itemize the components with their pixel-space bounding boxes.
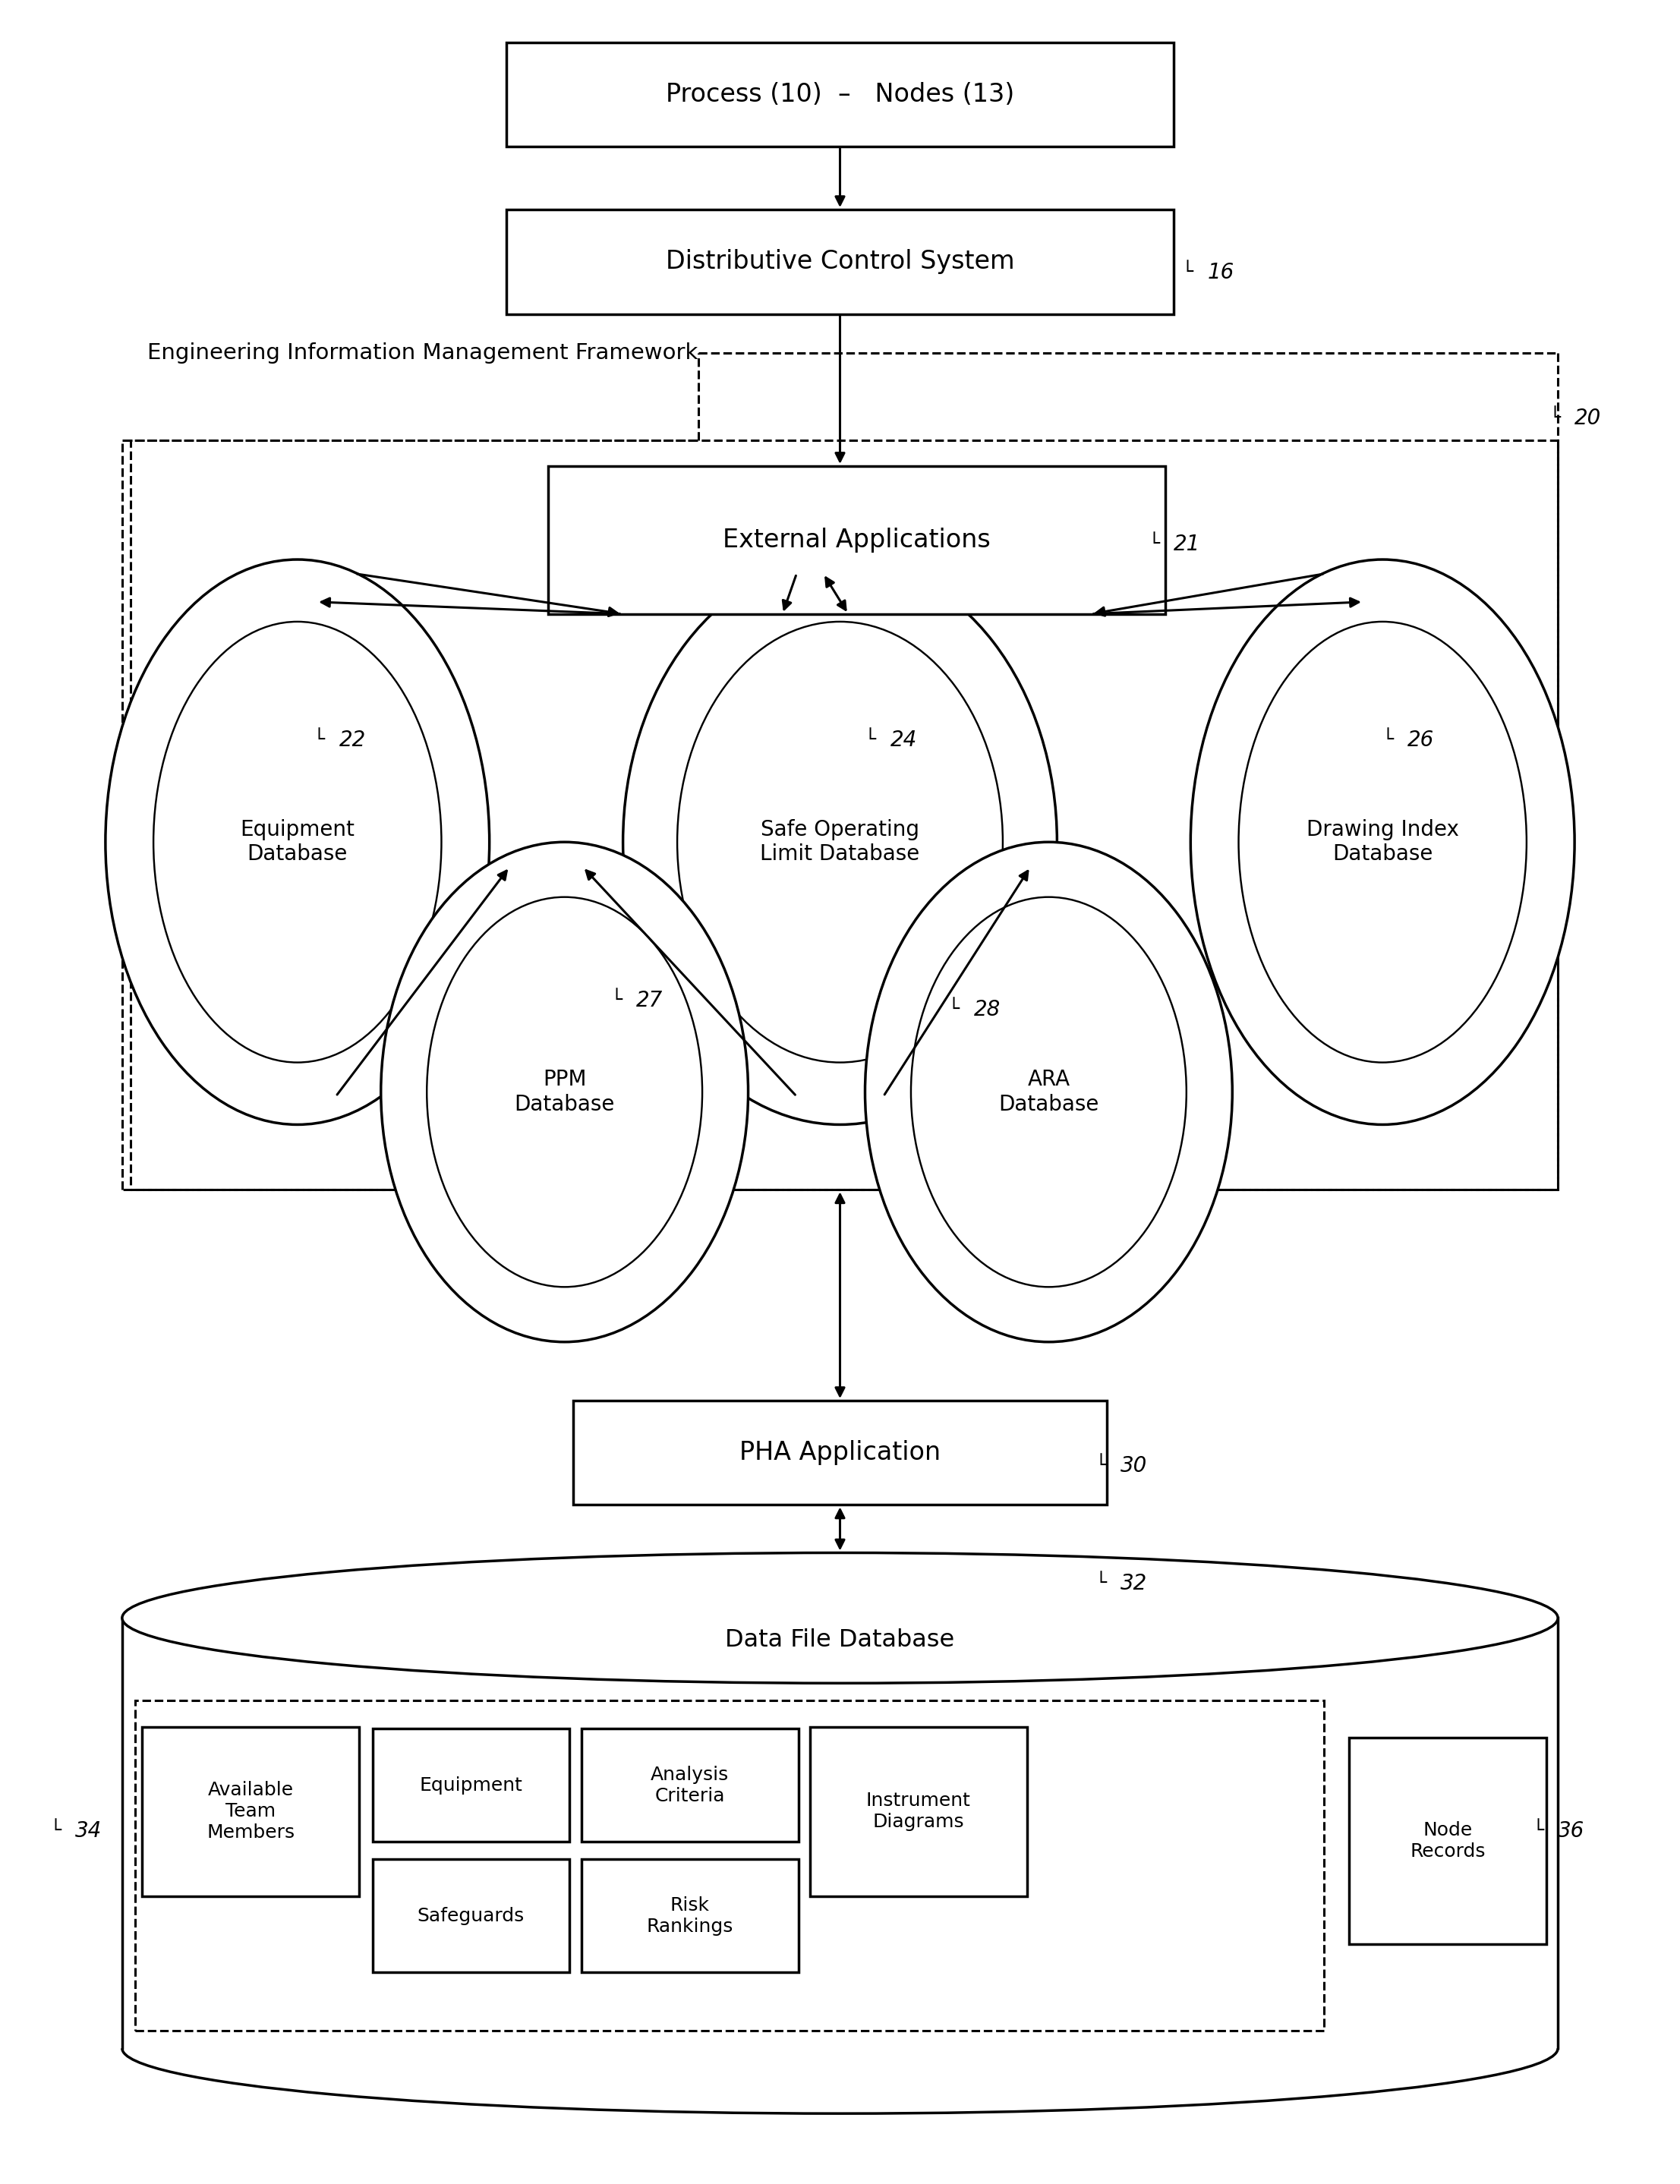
Text: Node
Records: Node Records [1410,1821,1485,1861]
FancyBboxPatch shape [581,1859,798,1972]
Text: 16: 16 [1208,262,1235,284]
Text: Equipment
Database: Equipment Database [240,819,354,865]
Ellipse shape [865,843,1233,1341]
Text: Engineering Information Management Framework: Engineering Information Management Frame… [148,343,697,365]
Text: 32: 32 [1121,1572,1147,1594]
Text: Distributive Control System: Distributive Control System [665,249,1015,275]
Text: Instrument
Diagrams: Instrument Diagrams [867,1791,971,1830]
Text: └: └ [1181,264,1193,282]
FancyBboxPatch shape [581,1730,798,1841]
Text: External Applications: External Applications [722,526,991,553]
Ellipse shape [106,559,489,1125]
FancyBboxPatch shape [506,41,1174,146]
Text: 28: 28 [973,998,1000,1020]
Text: Data File Database: Data File Database [726,1627,954,1651]
Text: └: └ [50,1821,60,1841]
Ellipse shape [123,1553,1557,1684]
Text: └: └ [1532,1821,1544,1841]
Text: └: └ [864,732,875,749]
Text: 30: 30 [1121,1455,1147,1476]
Text: └: └ [610,992,622,1009]
Ellipse shape [1238,622,1527,1061]
Text: Safe Operating
Limit Database: Safe Operating Limit Database [759,819,921,865]
Text: Risk
Rankings: Risk Rankings [647,1896,732,1935]
Text: 26: 26 [1408,729,1435,751]
FancyBboxPatch shape [373,1859,570,1972]
Text: └: └ [1549,408,1561,428]
Ellipse shape [1191,559,1574,1125]
Text: └: └ [1095,1457,1105,1474]
Ellipse shape [381,843,748,1341]
FancyBboxPatch shape [573,1400,1107,1505]
Text: └: └ [948,1000,959,1018]
Text: Drawing Index
Database: Drawing Index Database [1307,819,1458,865]
Text: └: └ [314,732,324,749]
Text: PHA Application: PHA Application [739,1439,941,1465]
Text: Process (10)  –   Nodes (13): Process (10) – Nodes (13) [665,81,1015,107]
Text: ARA
Database: ARA Database [998,1070,1099,1114]
Text: └: └ [1383,732,1393,749]
Text: └: └ [1147,535,1159,553]
Text: 22: 22 [339,729,366,751]
FancyBboxPatch shape [143,1728,360,1896]
Text: 34: 34 [76,1819,102,1841]
Text: 27: 27 [637,989,664,1011]
Ellipse shape [427,898,702,1286]
Ellipse shape [677,622,1003,1061]
FancyBboxPatch shape [810,1728,1026,1896]
Text: 36: 36 [1557,1819,1584,1841]
Ellipse shape [911,898,1186,1286]
Text: PPM
Database: PPM Database [514,1070,615,1114]
FancyBboxPatch shape [373,1730,570,1841]
Text: 24: 24 [890,729,917,751]
Text: 21: 21 [1174,533,1201,555]
Ellipse shape [153,622,442,1061]
Polygon shape [123,1618,1557,2049]
FancyBboxPatch shape [506,210,1174,314]
Ellipse shape [623,559,1057,1125]
Text: └: └ [1095,1575,1105,1592]
Text: Safeguards: Safeguards [417,1907,524,1924]
FancyBboxPatch shape [548,465,1166,614]
Text: 20: 20 [1574,408,1601,428]
FancyBboxPatch shape [1349,1738,1546,1944]
Text: Available
Team
Members: Available Team Members [207,1782,294,1841]
Text: Equipment: Equipment [420,1776,522,1795]
Text: Analysis
Criteria: Analysis Criteria [650,1765,729,1804]
